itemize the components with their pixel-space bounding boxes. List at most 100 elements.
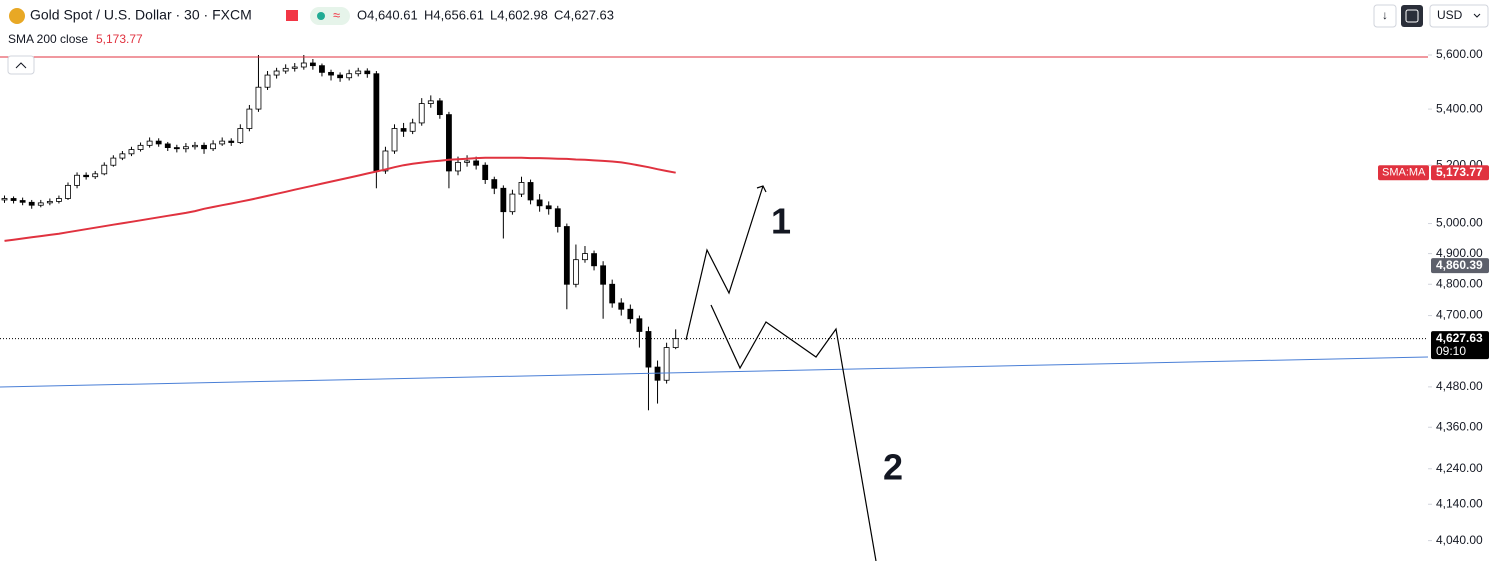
candle-body	[663, 347, 670, 381]
candle-body	[219, 140, 226, 145]
candle-body	[201, 144, 207, 150]
candle-body	[591, 253, 597, 267]
candle-body	[518, 182, 525, 195]
candle-body	[65, 184, 71, 199]
candle-body	[228, 140, 235, 143]
candle-body	[291, 66, 298, 69]
status-pill[interactable]	[310, 7, 350, 25]
candle-body	[482, 164, 489, 180]
fullscreen-icon	[1405, 9, 1419, 23]
candle-body	[645, 331, 652, 368]
download-button[interactable]	[1373, 4, 1397, 28]
sma-line	[4, 156, 676, 242]
candle-body	[173, 147, 180, 150]
candle-body	[255, 86, 262, 110]
y-tick-label: 4,700.00	[1436, 308, 1483, 322]
indicator-value: 5,173.77	[96, 32, 143, 46]
status-icon: ≈	[333, 7, 340, 22]
annotation: 1	[771, 201, 791, 242]
candle-body	[155, 140, 162, 145]
download-icon: ↓	[1382, 8, 1388, 22]
scenario-path	[685, 185, 764, 341]
candle-body	[355, 70, 362, 75]
candle-body	[1, 198, 8, 201]
collapse-button[interactable]	[7, 55, 35, 75]
candle-body	[273, 70, 280, 76]
candle-body	[282, 67, 289, 72]
candle-body	[146, 140, 153, 146]
candle-body	[182, 146, 189, 150]
scenario-path	[710, 304, 877, 562]
y-tick-label: 5,400.00	[1436, 101, 1483, 115]
symbol-icon	[9, 8, 25, 24]
candle-body	[427, 100, 434, 104]
candle-body	[110, 157, 117, 166]
price-badge	[1431, 165, 1489, 181]
currency-select[interactable]	[1429, 4, 1489, 28]
candle-body	[491, 179, 498, 189]
plot: 5,600.005,400.005,200.005,000.004,900.00…	[1, 47, 1483, 547]
candle-body	[400, 128, 407, 132]
annotation: 2	[883, 447, 903, 488]
y-tick-label: 4,040.00	[1436, 533, 1483, 547]
candle-body	[46, 201, 53, 204]
price-badge	[1431, 258, 1489, 274]
candle-body	[446, 114, 452, 172]
y-tick-label: 4,360.00	[1436, 419, 1483, 433]
candle-body	[582, 253, 588, 261]
candle-body	[536, 199, 543, 207]
candle-body	[473, 160, 480, 166]
candle-body	[328, 71, 334, 76]
candle-body	[636, 318, 643, 332]
candle-body	[92, 173, 99, 178]
y-tick-label: 4,140.00	[1436, 496, 1483, 510]
y-tick-label: 4,900.00	[1436, 246, 1483, 260]
candle-body	[83, 174, 90, 178]
candle-body	[210, 143, 217, 150]
candle-body	[10, 198, 17, 201]
price-badge-time: 09:10	[1436, 344, 1466, 358]
candle-body	[391, 128, 398, 152]
candle-body	[672, 338, 679, 348]
ohlc-close: C4,627.63	[554, 7, 614, 22]
indicator-name[interactable]: SMA 200 close	[8, 32, 88, 46]
currency: USD	[1437, 8, 1463, 22]
candle-body	[464, 160, 470, 163]
candle-body	[264, 74, 271, 88]
y-tick-label: 4,240.00	[1436, 461, 1483, 475]
candle-body	[192, 144, 198, 148]
price-badge-label: 4,860.39	[1436, 258, 1483, 272]
candle-body	[382, 150, 389, 172]
flag-icon[interactable]	[286, 10, 298, 21]
candle-body	[19, 200, 26, 203]
candle-body	[554, 208, 561, 227]
candle-body	[627, 308, 634, 320]
candle-body	[164, 143, 171, 148]
fullscreen-button[interactable]	[1401, 5, 1423, 27]
symbol-title[interactable]: Gold Spot / U.S. Dollar · 30 · FXCM	[30, 7, 252, 23]
candle-body	[573, 259, 579, 285]
status-dot	[317, 12, 325, 20]
candle-body	[74, 174, 80, 186]
candle-body	[237, 128, 244, 143]
price-badge-name	[1378, 165, 1429, 181]
candle-body	[364, 70, 371, 75]
candle-body	[319, 65, 325, 73]
candle-body	[563, 226, 570, 285]
candle-body	[545, 205, 552, 210]
collapse-icon	[15, 62, 27, 69]
candle-body	[509, 193, 516, 213]
candle-body	[600, 265, 607, 285]
ohlc-open: O4,640.61	[357, 7, 418, 22]
candle-body	[455, 161, 461, 172]
candle-body	[137, 144, 144, 150]
candle-body	[609, 283, 616, 304]
y-tick-label: 5,600.00	[1436, 47, 1483, 61]
y-tick-label: 4,800.00	[1436, 276, 1483, 290]
candle-body	[300, 62, 307, 68]
ohlc-low: L4,602.98	[490, 7, 548, 22]
candle-body	[246, 108, 253, 129]
